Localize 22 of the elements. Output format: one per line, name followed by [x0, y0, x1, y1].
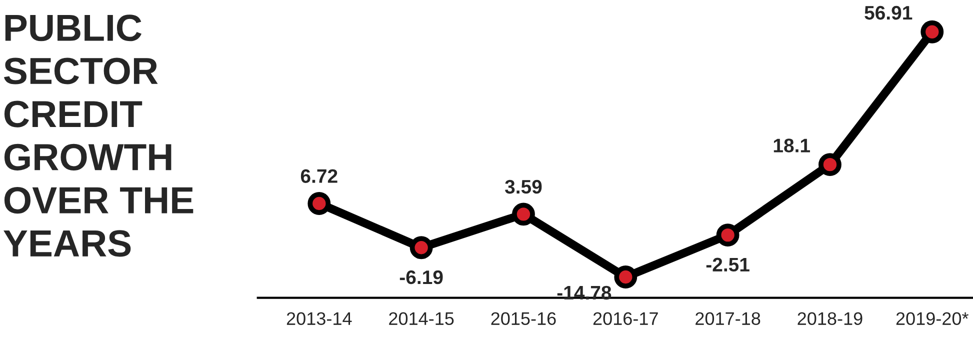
text: PUBLIC SECTOR CREDIT GROWTH OVER THE YEARS — [4, 14, 194, 257]
x-tick-label: 2014-15 — [389, 312, 454, 325]
point — [614, 266, 638, 288]
data-label: -2.51 — [706, 258, 750, 272]
data-label: 18.1 — [774, 138, 810, 152]
point — [716, 224, 740, 247]
data-label: 56.91 — [864, 6, 912, 20]
x-tick-label: 2017-18 — [696, 312, 760, 325]
point — [410, 236, 433, 260]
data-label: 3.59 — [505, 180, 542, 194]
point — [512, 202, 535, 226]
data-label: 6.72 — [300, 169, 338, 183]
data-label: -6.19 — [400, 270, 443, 284]
point — [818, 153, 842, 176]
x-tick-label: 2015-16 — [491, 312, 556, 325]
x-tick-label: 2013-14 — [286, 312, 352, 325]
x-tick-label: 2019-20* — [896, 312, 968, 325]
data-label: -14.78 — [557, 286, 612, 300]
point — [308, 192, 331, 215]
x-tick-label: 2018-19 — [798, 312, 862, 325]
x-tick-label: 2016-17 — [593, 312, 658, 325]
point — [920, 20, 944, 44]
